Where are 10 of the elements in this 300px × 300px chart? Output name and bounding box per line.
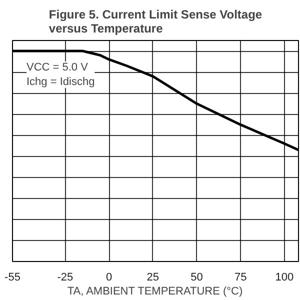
x-tick-label: -25 xyxy=(57,272,74,284)
chart-title: Figure 5. Current Limit Sense Voltage versus Temperature xyxy=(48,8,262,36)
x-axis-title: TA, AMBIENT TEMPERATURE (°C) xyxy=(67,286,243,298)
x-tick-label: -55 xyxy=(4,272,20,284)
x-tick-label: 100 xyxy=(275,272,294,284)
x-tick-label: 0 xyxy=(106,272,112,284)
x-tick-label: 75 xyxy=(234,272,247,284)
x-tick-label: 50 xyxy=(190,272,203,284)
x-tick-label: 25 xyxy=(146,272,159,284)
annotation: VCC = 5.0 V Ichg = Idischg xyxy=(26,62,95,88)
